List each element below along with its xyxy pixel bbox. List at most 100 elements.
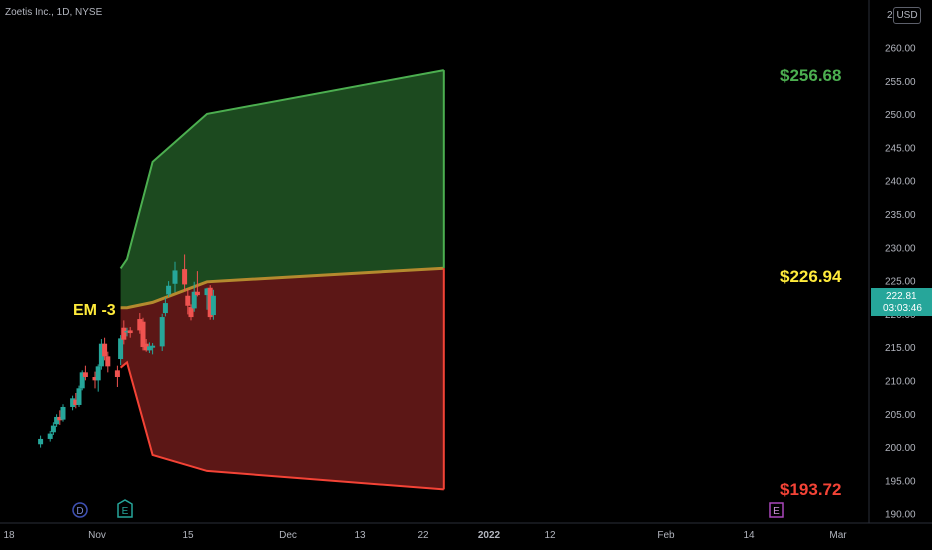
candle-body — [172, 270, 178, 284]
candle-body — [121, 327, 127, 340]
candle — [79, 370, 85, 391]
candle — [210, 289, 216, 320]
candle-body — [159, 317, 165, 347]
price-axis-tick: 200.00 — [885, 443, 916, 454]
candle-body — [54, 416, 60, 425]
candle-body — [182, 269, 188, 285]
candle-body — [82, 372, 88, 378]
candle — [47, 430, 53, 442]
candle — [207, 285, 213, 320]
bar-countdown: 03:03:46 — [883, 303, 922, 314]
time-axis[interactable]: 18 Nov 15 Dec 13 22 2022 12 Feb 14 Mar — [3, 530, 847, 541]
candle — [92, 371, 98, 389]
candle-body — [124, 331, 130, 333]
earnings-marker-past-letter: E — [122, 506, 129, 517]
price-axis-tick: 245.00 — [885, 143, 916, 154]
candle — [127, 327, 133, 338]
candle — [172, 261, 178, 293]
price-axis-tick: 235.00 — [885, 210, 916, 221]
candle-body — [79, 372, 85, 389]
candle-body — [73, 399, 79, 405]
price-axis-tick: 260.00 — [885, 44, 916, 55]
candle-body — [127, 330, 133, 334]
earnings-marker-upcoming[interactable]: E — [769, 502, 784, 518]
time-axis-tick: 15 — [182, 530, 194, 541]
candle — [137, 313, 143, 334]
candle — [182, 254, 188, 292]
time-axis-tick: Nov — [88, 530, 106, 541]
time-axis-tick: 18 — [3, 530, 15, 541]
candle — [76, 385, 82, 407]
candle-body — [70, 398, 76, 407]
candle-body — [162, 303, 168, 314]
candle-body — [47, 433, 53, 439]
candle-body — [146, 346, 152, 351]
price-axis-tick: 195.00 — [885, 476, 916, 487]
upper-target-label: $256.68 — [780, 66, 841, 85]
lower-target-label: $193.72 — [780, 480, 841, 499]
candle-body — [143, 343, 149, 351]
price-axis[interactable]: 265.00 260.00255.00250.00245.00240.00235… — [885, 10, 918, 521]
current-price-badge: 222.81 03:03:46 — [871, 288, 932, 316]
candle — [185, 288, 191, 315]
candle-body — [95, 366, 101, 381]
candle-body — [185, 295, 191, 306]
candle — [204, 287, 210, 310]
candle — [118, 335, 124, 366]
candle — [50, 422, 56, 435]
time-axis-tick: 13 — [354, 530, 366, 541]
candle — [54, 414, 60, 427]
candle — [150, 343, 156, 355]
upper-boundary-line — [119, 69, 444, 269]
time-axis-tick: Dec — [279, 530, 297, 541]
currency-badge[interactable]: USD — [893, 7, 921, 24]
candle-body — [57, 416, 63, 421]
mid-boundary-line — [120, 266, 444, 310]
candle-body — [191, 291, 197, 309]
candle-body — [150, 345, 156, 348]
candle-body — [60, 406, 66, 420]
candle — [194, 271, 200, 297]
candle-body — [105, 356, 111, 367]
candle — [57, 410, 63, 425]
candle — [124, 327, 130, 337]
price-axis-tick: 190.00 — [885, 510, 916, 521]
candle-body — [102, 343, 108, 357]
candle — [166, 281, 172, 298]
candle — [121, 320, 127, 345]
time-axis-tick: Feb — [657, 530, 675, 541]
earnings-marker-past[interactable]: E — [117, 499, 133, 518]
candle-body — [210, 295, 216, 316]
candle-body — [140, 321, 146, 348]
candle — [105, 351, 111, 373]
price-axis-tick: 230.00 — [885, 243, 916, 254]
current-price-value: 222.81 — [886, 291, 917, 302]
candle — [159, 313, 165, 352]
time-axis-tick: 22 — [417, 530, 429, 541]
price-axis-tick: 215.00 — [885, 343, 916, 354]
candle-body — [207, 287, 213, 318]
candle — [102, 337, 108, 361]
candle — [60, 404, 66, 422]
candle — [38, 435, 44, 448]
lower-expected-move-zone — [120, 268, 444, 490]
dividend-marker[interactable]: D — [72, 502, 88, 518]
candle-body — [114, 370, 120, 378]
candle — [73, 392, 79, 409]
candle — [95, 364, 101, 392]
price-axis-tick: 250.00 — [885, 110, 916, 121]
symbol-title[interactable]: Zoetis Inc., 1D, NYSE — [5, 7, 103, 18]
price-axis-tick: 255.00 — [885, 77, 916, 88]
mid-target-label: $226.94 — [780, 267, 842, 286]
candle — [70, 395, 76, 411]
candle-body — [204, 288, 210, 296]
upper-expected-move-zone — [120, 70, 444, 308]
candle-body — [92, 377, 98, 381]
candle — [188, 304, 194, 321]
candle — [82, 365, 88, 381]
candle-body — [137, 319, 143, 331]
price-axis-tick: 240.00 — [885, 177, 916, 188]
candle — [98, 339, 104, 370]
candle — [191, 281, 197, 312]
